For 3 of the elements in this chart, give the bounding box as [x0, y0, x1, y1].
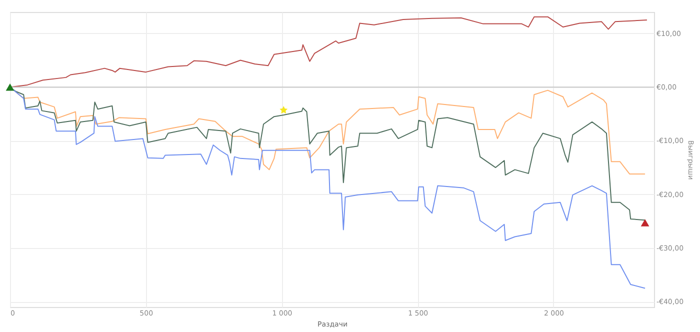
- point: [280, 106, 288, 114]
- point: [640, 219, 650, 226]
- point: [6, 83, 14, 91]
